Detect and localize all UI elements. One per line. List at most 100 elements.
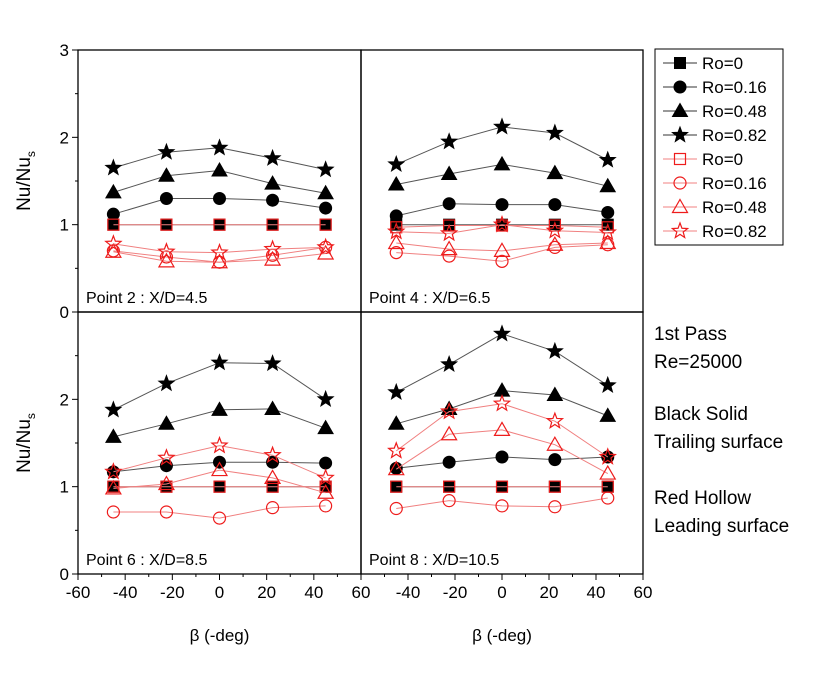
legend: Ro=0 Ro=0.16 Ro=0.48 Ro=0.82 Ro=0 Ro=0.16 Ro=0…	[654, 48, 784, 246]
data-point	[546, 236, 564, 251]
data-point	[598, 150, 617, 168]
data-point	[442, 455, 456, 469]
series-trailing-ro-0-82	[387, 117, 617, 173]
series-trailing-ro-0-48	[387, 155, 617, 193]
legend-item: Ro=0.16	[663, 174, 767, 193]
data-point	[104, 158, 123, 176]
data-point	[439, 401, 459, 420]
data-point	[387, 175, 405, 191]
y-tick-label: 3	[60, 41, 69, 60]
data-point	[105, 183, 122, 199]
note-leading-line1: Red Hollow	[654, 488, 751, 509]
data-point	[210, 253, 229, 269]
data-point	[210, 353, 229, 371]
data-point	[599, 177, 617, 193]
data-point	[442, 197, 456, 211]
series-leading-ro-0-82	[104, 234, 335, 261]
data-point	[316, 468, 335, 486]
axes-labels: 0 1 2 3 Nu/Nus 0 1 2 Nu/Nus -60 -40 -20 0 20 40 60 β (-d…	[14, 41, 652, 645]
plot-frame	[360, 311, 644, 575]
x-tick-label: -20	[160, 583, 185, 602]
data-point	[546, 386, 564, 401]
legend-label: Ro=0	[702, 54, 743, 73]
data-point	[212, 511, 227, 525]
legend-item: Ro=0.48	[663, 102, 767, 121]
series-leading-ro-0-48	[387, 421, 617, 480]
legend-marker	[670, 221, 690, 239]
data-point	[211, 401, 228, 416]
data-point	[598, 447, 617, 465]
data-point	[210, 461, 229, 477]
data-point	[319, 201, 333, 215]
data-point	[389, 501, 403, 516]
x-tick-label: 40	[304, 583, 323, 602]
series-line	[113, 469, 326, 494]
data-point	[546, 436, 564, 451]
data-point	[157, 475, 175, 491]
panel-annotation: Point 6 : X/D=8.5	[86, 552, 208, 569]
panel-4: Point 8 : X/D=10.5	[360, 311, 644, 580]
series-line	[113, 505, 326, 519]
legend-marker	[673, 152, 687, 166]
x-tick-label: -40	[396, 583, 421, 602]
series-line	[396, 225, 608, 228]
series-leading-ro-0-16	[389, 491, 615, 516]
data-point	[545, 341, 564, 359]
data-point	[264, 400, 281, 415]
data-point	[264, 469, 282, 485]
data-point	[598, 375, 617, 393]
data-point	[210, 242, 229, 261]
x-tick-label: 0	[215, 583, 224, 602]
data-point	[157, 252, 175, 268]
series-leading-ro-0-82	[104, 435, 335, 486]
data-point	[210, 138, 229, 156]
series-leading-ro-0-16	[106, 499, 333, 525]
data-point	[443, 219, 456, 232]
data-point	[263, 354, 282, 372]
data-point	[265, 501, 280, 515]
data-point	[492, 393, 512, 412]
data-point	[599, 407, 617, 422]
legend-label: Ro=0.48	[702, 198, 767, 217]
y-axis-label: Nu/Nus	[14, 413, 38, 473]
series-trailing-ro-0-16	[389, 450, 615, 475]
data-point	[389, 209, 403, 223]
data-point	[158, 415, 175, 430]
data-point	[601, 491, 615, 505]
data-point	[104, 479, 122, 495]
data-point	[601, 205, 615, 219]
data-point	[390, 221, 403, 234]
data-point	[264, 250, 282, 266]
series-leading-ro-0-82	[387, 214, 617, 242]
panel-2: Point 4 : X/D=6.5	[360, 49, 644, 313]
data-point	[159, 250, 174, 264]
data-point	[316, 160, 335, 178]
series-leading-ro-0-48	[387, 234, 617, 257]
legend-label: Ro=0	[702, 150, 743, 169]
data-point	[105, 428, 122, 443]
data-point	[495, 499, 509, 513]
x-tick-label: 40	[587, 583, 606, 602]
legend-label: Ro=0.48	[702, 102, 767, 121]
data-point	[211, 162, 228, 177]
series-leading-ro-0	[390, 480, 614, 493]
series-line	[396, 242, 608, 252]
data-point	[317, 184, 334, 200]
ticks	[360, 574, 644, 580]
legend-marker	[673, 80, 687, 94]
data-point	[545, 221, 565, 239]
data-point	[319, 218, 332, 231]
data-point	[159, 191, 173, 205]
note-trailing-line2: Trailing surface	[654, 432, 783, 453]
data-point	[158, 167, 175, 182]
data-point	[387, 441, 406, 459]
notes: 1st Pass Re=25000 Black Solid Trailing s…	[654, 324, 789, 537]
series-line	[396, 224, 608, 234]
legend-marker	[671, 125, 689, 143]
data-point	[493, 242, 511, 257]
panels: Point 2 : X/D=4.5 Point 4 : X/D=6.5 Point …	[72, 49, 644, 580]
data-point	[440, 240, 458, 256]
data-point	[263, 239, 282, 257]
data-point	[213, 191, 226, 205]
data-point	[495, 198, 509, 212]
